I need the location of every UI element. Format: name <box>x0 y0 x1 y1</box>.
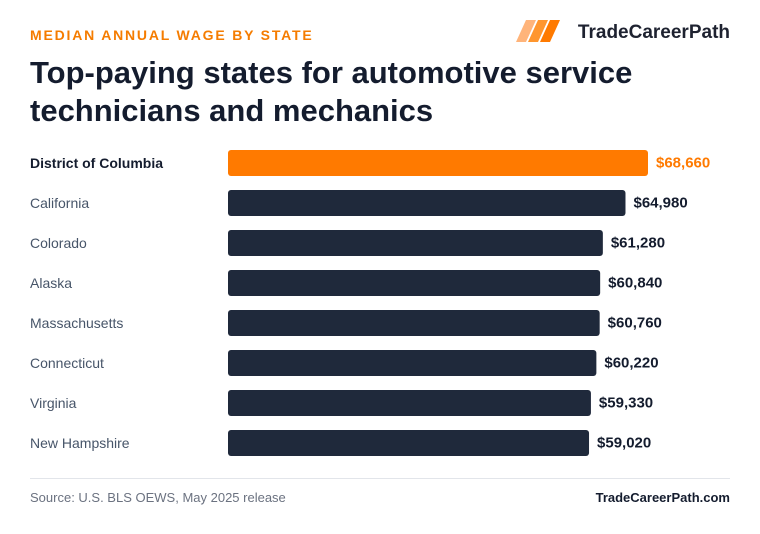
category-label-new-hampshire: New Hampshire <box>30 435 130 451</box>
category-label-massachusetts: Massachusetts <box>30 315 123 331</box>
site-link[interactable]: TradeCareerPath.com <box>595 490 730 505</box>
bar-district-of-columbia <box>228 150 648 176</box>
bar-virginia <box>228 390 591 416</box>
bar-alaska <box>228 270 601 296</box>
bar-connecticut <box>228 350 597 376</box>
value-label-massachusetts: $60,760 <box>608 315 662 332</box>
stripes-logo-icon <box>515 20 560 42</box>
chart-title: Top-paying states for automotive service… <box>30 55 633 128</box>
bar-new-hampshire <box>228 430 590 456</box>
category-label-district-of-columbia: District of Columbia <box>30 155 163 171</box>
value-label-connecticut: $60,220 <box>604 355 658 372</box>
category-label-california: California <box>30 195 89 211</box>
value-label-district-of-columbia: $68,660 <box>656 155 710 172</box>
category-label-virginia: Virginia <box>30 395 77 411</box>
category-label-colorado: Colorado <box>30 235 87 251</box>
value-label-california: $64,980 <box>633 195 687 212</box>
bar-california <box>228 190 626 216</box>
category-label-connecticut: Connecticut <box>30 355 104 371</box>
source-note: Source: U.S. BLS OEWS, May 2025 release <box>30 490 286 505</box>
chart-eyebrow: MEDIAN ANNUAL WAGE BY STATE <box>30 27 314 43</box>
value-label-new-hampshire: $59,020 <box>597 435 651 452</box>
value-label-colorado: $61,280 <box>611 235 665 252</box>
brand-name: TradeCareerPath <box>577 22 730 43</box>
value-label-alaska: $60,840 <box>608 275 662 292</box>
category-label-alaska: Alaska <box>30 275 72 291</box>
bar-colorado <box>228 230 603 256</box>
value-label-virginia: $59,330 <box>599 395 653 412</box>
bar-massachusetts <box>228 310 600 336</box>
brand: TradeCareerPath <box>515 20 730 46</box>
footer-divider <box>30 478 730 479</box>
